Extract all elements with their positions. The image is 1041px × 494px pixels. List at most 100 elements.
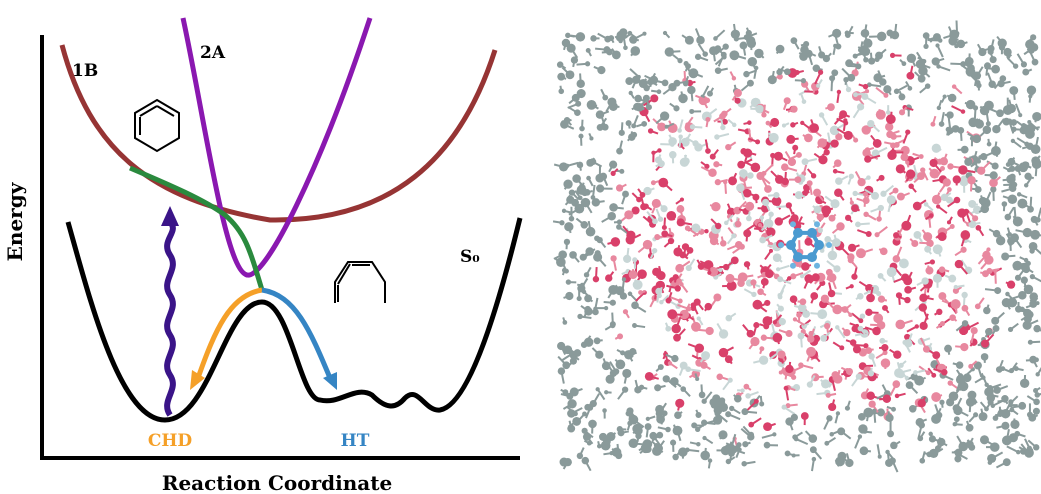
atom (673, 80, 680, 87)
atom (617, 219, 622, 224)
atom (864, 156, 871, 163)
atom (713, 416, 722, 425)
atom (753, 300, 763, 310)
atom (1003, 105, 1013, 115)
atom (1032, 112, 1041, 121)
atom (866, 391, 875, 400)
atom (980, 106, 990, 116)
atom (638, 290, 643, 295)
atom (831, 69, 838, 76)
atom (897, 193, 905, 201)
benzene-icon (135, 100, 179, 151)
atom (834, 159, 842, 167)
atom (556, 257, 566, 267)
atom (777, 276, 783, 282)
atom (635, 433, 641, 439)
atom (786, 330, 793, 337)
atom (807, 381, 813, 387)
atom (776, 69, 782, 75)
atom (863, 84, 868, 89)
atom (725, 355, 733, 363)
atom (695, 412, 701, 418)
atom (612, 51, 621, 60)
atom (1008, 241, 1013, 246)
atom (757, 288, 764, 295)
atom (923, 346, 930, 353)
atom (685, 36, 694, 45)
atom (644, 445, 652, 453)
atom (629, 91, 633, 95)
atom (851, 204, 859, 212)
atom (651, 180, 656, 185)
atom (885, 123, 893, 131)
atom (566, 70, 575, 79)
atom (886, 414, 894, 422)
atom (773, 320, 777, 324)
atom (725, 144, 731, 150)
arrow-ht (262, 290, 330, 378)
atom (715, 223, 721, 229)
atom (932, 195, 942, 205)
atom (930, 259, 935, 264)
atom (742, 441, 748, 447)
atom (940, 157, 948, 165)
atom (630, 46, 640, 56)
atom (704, 97, 710, 103)
atom (563, 180, 572, 189)
atom (616, 184, 623, 191)
atom (744, 384, 750, 390)
atom (990, 171, 998, 179)
atom (906, 381, 914, 389)
atom (857, 293, 864, 300)
atom (634, 95, 642, 103)
atom (628, 292, 633, 297)
atom (720, 125, 725, 130)
atom (718, 430, 727, 439)
atom (567, 399, 576, 408)
atom (674, 411, 682, 419)
atom (792, 454, 796, 458)
atom (943, 94, 947, 98)
atom (755, 139, 760, 144)
atom (768, 212, 773, 217)
atom (723, 43, 729, 49)
atom (987, 390, 991, 394)
atom (938, 232, 947, 241)
atom (739, 244, 745, 250)
atom (1005, 214, 1012, 221)
atom (1018, 402, 1026, 410)
atom (629, 438, 639, 448)
atom (784, 386, 789, 391)
atom (793, 317, 797, 321)
atom (856, 374, 862, 380)
atom (596, 184, 604, 192)
atom (975, 303, 981, 309)
atom (973, 206, 981, 214)
atom (586, 48, 591, 53)
atom (842, 306, 849, 313)
atom (887, 195, 896, 204)
atom (795, 191, 803, 199)
atom (980, 204, 989, 213)
atom (839, 110, 847, 118)
atom (1016, 450, 1020, 454)
atom (958, 165, 967, 174)
atom (802, 99, 807, 104)
atom (723, 264, 729, 270)
atom (702, 399, 707, 404)
atom (586, 176, 591, 181)
atom (713, 293, 721, 301)
atom (890, 142, 896, 148)
atom (905, 129, 910, 134)
atom (647, 79, 653, 85)
atom (1002, 118, 1010, 126)
atom (1034, 357, 1039, 362)
atom (557, 342, 565, 350)
atom (752, 194, 759, 201)
atom (648, 128, 653, 133)
atom (832, 305, 842, 315)
atom (569, 189, 575, 195)
axes (42, 35, 520, 458)
atom (816, 84, 820, 88)
atom (905, 160, 909, 164)
